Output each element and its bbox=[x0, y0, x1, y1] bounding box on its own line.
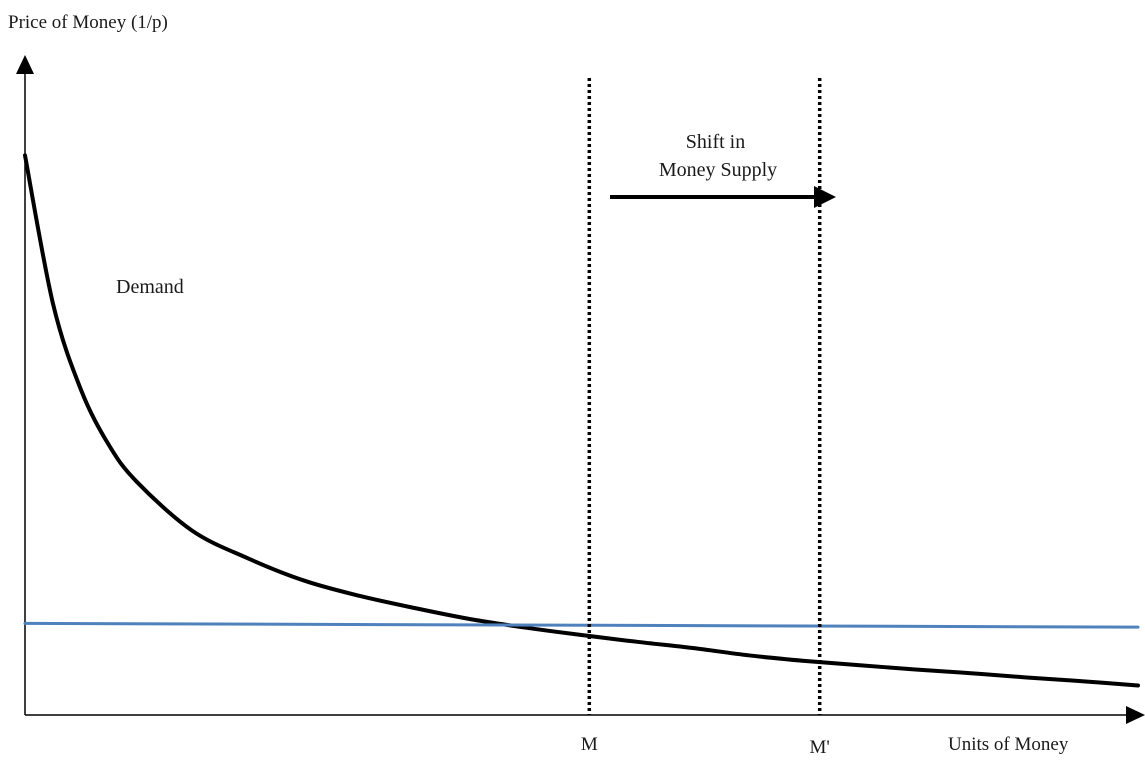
series-layer bbox=[23, 153, 1140, 688]
demand-curve bbox=[23, 153, 1140, 688]
x-axis-label: Units of Money bbox=[948, 734, 1069, 755]
shift-arrow-head bbox=[814, 186, 836, 208]
shift-label: Shift in Money Supply bbox=[659, 131, 777, 181]
y-axis-arrow bbox=[16, 55, 34, 74]
money-supply-price-line bbox=[23, 621, 1140, 629]
shift-label-line-1: Shift in bbox=[686, 131, 745, 153]
axes bbox=[16, 55, 1145, 724]
tick-label-m: M bbox=[581, 734, 598, 755]
vertical-lines-layer: M M' bbox=[581, 78, 830, 758]
shift-label-line-2: Money Supply bbox=[659, 159, 777, 181]
y-axis-label: Price of Money (1/p) bbox=[8, 12, 168, 33]
tick-label-m-prime: M' bbox=[810, 737, 830, 758]
x-axis-arrow bbox=[1126, 706, 1145, 724]
demand-curve-label: Demand bbox=[116, 276, 184, 298]
